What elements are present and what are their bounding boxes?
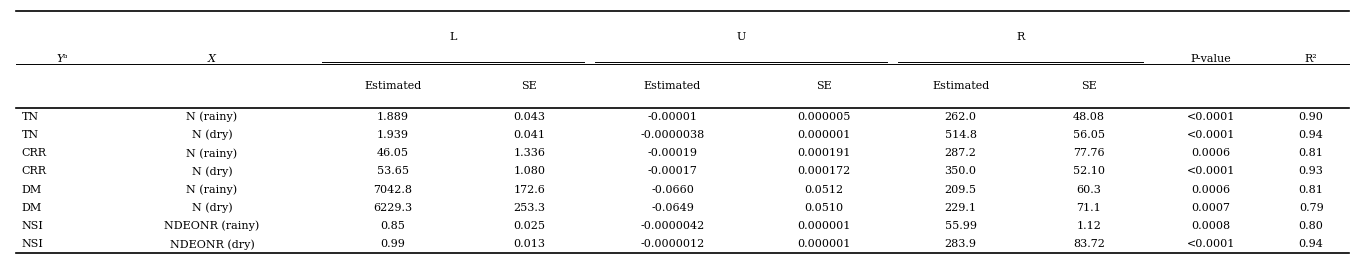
Text: -0.0660: -0.0660	[651, 185, 693, 195]
Text: -0.00017: -0.00017	[647, 167, 698, 176]
Text: NSI: NSI	[22, 221, 44, 231]
Text: -0.00019: -0.00019	[647, 148, 698, 158]
Text: <0.0001: <0.0001	[1188, 167, 1235, 176]
Text: 56.05: 56.05	[1073, 130, 1104, 140]
Text: 1.889: 1.889	[377, 112, 408, 122]
Text: N (dry): N (dry)	[191, 130, 232, 140]
Text: X: X	[207, 54, 216, 64]
Text: 0.000172: 0.000172	[797, 167, 850, 176]
Text: 77.76: 77.76	[1073, 148, 1104, 158]
Text: L: L	[449, 32, 456, 42]
Text: -0.0000038: -0.0000038	[640, 130, 704, 140]
Text: 0.90: 0.90	[1298, 112, 1324, 122]
Text: NSI: NSI	[22, 239, 44, 249]
Text: SE: SE	[521, 81, 538, 91]
Text: R: R	[1017, 32, 1025, 42]
Text: DM: DM	[22, 203, 42, 213]
Text: SE: SE	[816, 81, 831, 91]
Text: NDEONR (rainy): NDEONR (rainy)	[164, 221, 259, 232]
Text: 0.85: 0.85	[381, 221, 405, 231]
Text: 71.1: 71.1	[1077, 203, 1102, 213]
Text: DM: DM	[22, 185, 42, 195]
Text: <0.0001: <0.0001	[1188, 112, 1235, 122]
Text: <0.0001: <0.0001	[1188, 130, 1235, 140]
Text: 0.0512: 0.0512	[804, 185, 844, 195]
Text: N (dry): N (dry)	[191, 166, 232, 177]
Text: 0.0007: 0.0007	[1192, 203, 1231, 213]
Text: 7042.8: 7042.8	[373, 185, 412, 195]
Text: 52.10: 52.10	[1073, 167, 1104, 176]
Text: Estimated: Estimated	[364, 81, 422, 91]
Text: P-value: P-value	[1190, 54, 1231, 64]
Text: 6229.3: 6229.3	[373, 203, 412, 213]
Text: 60.3: 60.3	[1077, 185, 1102, 195]
Text: TN: TN	[22, 112, 40, 122]
Text: 0.013: 0.013	[513, 239, 545, 249]
Text: -0.0000042: -0.0000042	[640, 221, 704, 231]
Text: N (rainy): N (rainy)	[187, 111, 238, 122]
Text: 83.72: 83.72	[1073, 239, 1104, 249]
Text: 46.05: 46.05	[377, 148, 408, 158]
Text: 350.0: 350.0	[945, 167, 976, 176]
Text: 1.12: 1.12	[1077, 221, 1102, 231]
Text: R²: R²	[1305, 54, 1317, 64]
Text: 0.025: 0.025	[513, 221, 545, 231]
Text: 0.0008: 0.0008	[1192, 221, 1231, 231]
Text: 53.65: 53.65	[377, 167, 408, 176]
Text: 0.94: 0.94	[1298, 239, 1324, 249]
Text: -0.0000012: -0.0000012	[640, 239, 704, 249]
Text: 0.000001: 0.000001	[797, 221, 850, 231]
Text: -0.0649: -0.0649	[651, 203, 693, 213]
Text: 209.5: 209.5	[945, 185, 976, 195]
Text: NDEONR (dry): NDEONR (dry)	[169, 239, 254, 250]
Text: 1.939: 1.939	[377, 130, 408, 140]
Text: Estimated: Estimated	[932, 81, 990, 91]
Text: 0.000191: 0.000191	[797, 148, 850, 158]
Text: CRR: CRR	[22, 167, 46, 176]
Text: 0.0510: 0.0510	[804, 203, 844, 213]
Text: 1.336: 1.336	[513, 148, 545, 158]
Text: 0.0006: 0.0006	[1192, 185, 1231, 195]
Text: 0.043: 0.043	[513, 112, 545, 122]
Text: 0.000001: 0.000001	[797, 130, 850, 140]
Text: 55.99: 55.99	[945, 221, 976, 231]
Text: 0.000005: 0.000005	[797, 112, 850, 122]
Text: Yᵃ: Yᵃ	[56, 54, 68, 64]
Text: 48.08: 48.08	[1073, 112, 1104, 122]
Text: SE: SE	[1081, 81, 1096, 91]
Text: TN: TN	[22, 130, 40, 140]
Text: 0.79: 0.79	[1298, 203, 1324, 213]
Text: 0.0006: 0.0006	[1192, 148, 1231, 158]
Text: 0.041: 0.041	[513, 130, 545, 140]
Text: 514.8: 514.8	[945, 130, 976, 140]
Text: N (rainy): N (rainy)	[187, 184, 238, 195]
Text: -0.00001: -0.00001	[647, 112, 698, 122]
Text: N (dry): N (dry)	[191, 202, 232, 213]
Text: 229.1: 229.1	[945, 203, 976, 213]
Text: <0.0001: <0.0001	[1188, 239, 1235, 249]
Text: U: U	[736, 32, 745, 42]
Text: 253.3: 253.3	[513, 203, 545, 213]
Text: 0.81: 0.81	[1298, 148, 1324, 158]
Text: Estimated: Estimated	[644, 81, 702, 91]
Text: 172.6: 172.6	[513, 185, 545, 195]
Text: 0.81: 0.81	[1298, 185, 1324, 195]
Text: N (rainy): N (rainy)	[187, 148, 238, 159]
Text: CRR: CRR	[22, 148, 46, 158]
Text: 0.94: 0.94	[1298, 130, 1324, 140]
Text: 0.93: 0.93	[1298, 167, 1324, 176]
Text: 287.2: 287.2	[945, 148, 976, 158]
Text: 0.000001: 0.000001	[797, 239, 850, 249]
Text: 0.99: 0.99	[381, 239, 405, 249]
Text: 283.9: 283.9	[945, 239, 976, 249]
Text: 1.080: 1.080	[513, 167, 545, 176]
Text: 262.0: 262.0	[945, 112, 976, 122]
Text: 0.80: 0.80	[1298, 221, 1324, 231]
